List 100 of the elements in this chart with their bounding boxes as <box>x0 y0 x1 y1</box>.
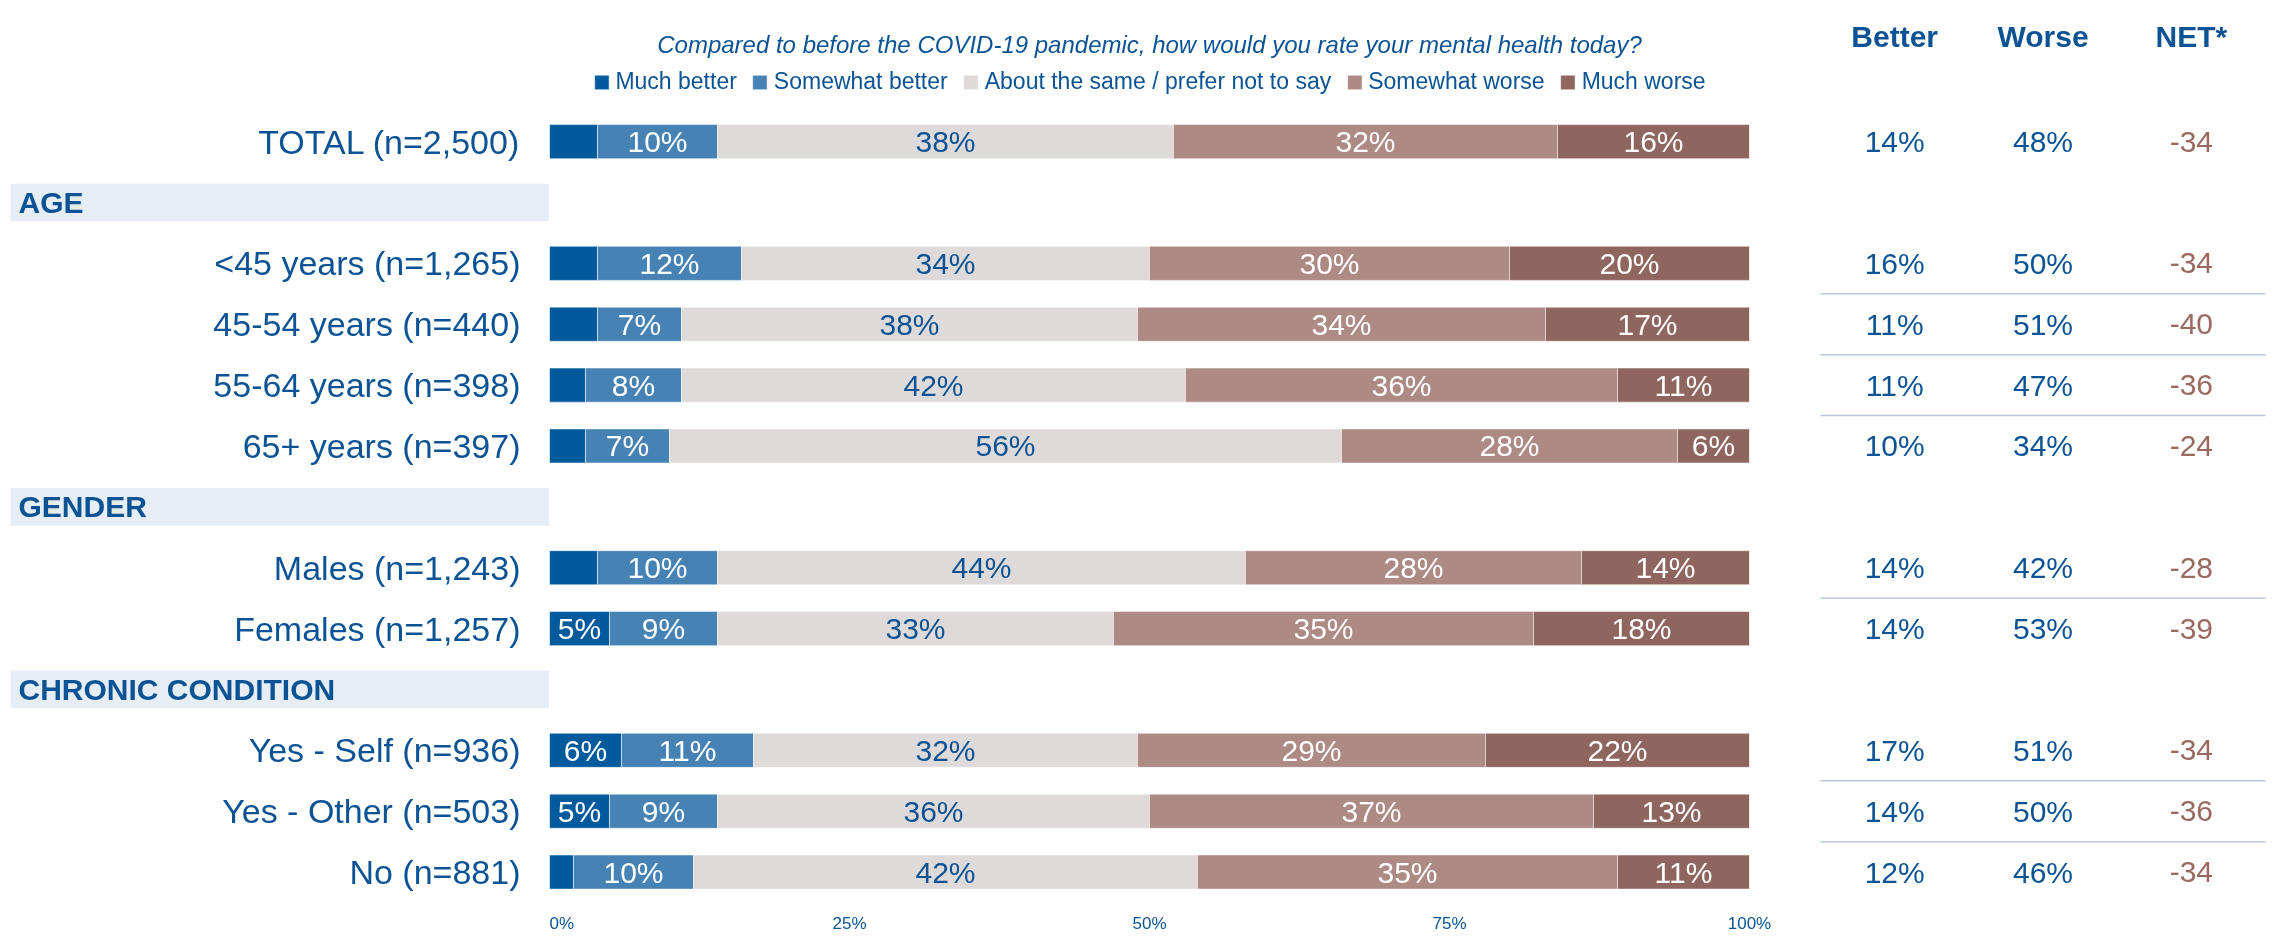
data-label: 36% <box>1371 368 1432 402</box>
y-tick-label: Males (n=1,243) <box>273 548 521 587</box>
data-label: 5% <box>557 612 602 646</box>
data-label: 9% <box>641 794 686 828</box>
data-label: 28% <box>1383 551 1444 585</box>
x-tick-label: Better <box>1851 19 1939 53</box>
legend-label: About the same / prefer not to say <box>984 68 1332 95</box>
data-label: 20% <box>1599 246 1660 280</box>
legend-label: Somewhat better <box>773 68 948 95</box>
text: GENDER <box>18 490 148 524</box>
y-tick-label: Yes - Other (n=503) <box>222 792 521 831</box>
data-label: 5% <box>557 794 602 828</box>
legend-label: Somewhat worse <box>1368 68 1545 95</box>
y-tick-label: Females (n=1,257) <box>234 609 521 648</box>
text: CHRONIC CONDITION <box>18 672 336 706</box>
data-label: 48% <box>2012 125 2074 159</box>
chart-title: Compared to before the COVID-19 pandemic, how would you rate your mental health today? <box>657 30 1643 58</box>
data-label: 50% <box>2012 246 2074 280</box>
data-label: -28 <box>2169 550 2214 584</box>
data-label: 12% <box>639 246 700 280</box>
data-label: 35% <box>1377 855 1438 889</box>
data-label: 51% <box>2012 307 2074 341</box>
data-label: -34 <box>2169 246 2214 280</box>
data-label: 51% <box>2012 733 2074 767</box>
x-tick-label: 50% <box>1132 913 1167 933</box>
data-label: 11% <box>1865 368 1924 402</box>
data-label: -24 <box>2169 428 2214 462</box>
data-label: 22% <box>1587 733 1648 767</box>
data-label: 11% <box>1865 307 1924 341</box>
data-label: 11% <box>658 733 717 767</box>
data-label: 42% <box>915 855 976 889</box>
data-label: 53% <box>2012 612 2074 646</box>
data-label: -34 <box>2169 124 2214 158</box>
data-label: 32% <box>1335 125 1396 159</box>
data-label: 16% <box>1623 125 1684 159</box>
data-label: 42% <box>2012 551 2074 585</box>
data-label: 38% <box>879 307 940 341</box>
y-tick-label: <45 years (n=1,265) <box>214 244 521 283</box>
data-label: 17% <box>1864 733 1925 767</box>
x-tick-label: NET* <box>2155 19 2228 53</box>
data-label: 33% <box>885 612 946 646</box>
x-tick-label: 100% <box>1727 913 1772 933</box>
data-label: -40 <box>2169 307 2214 341</box>
data-label: 35% <box>1293 612 1354 646</box>
data-label: 8% <box>611 368 656 402</box>
data-label: 10% <box>1864 429 1925 463</box>
data-label: -34 <box>2169 733 2214 767</box>
data-label: 18% <box>1611 612 1672 646</box>
data-label: 10% <box>627 551 688 585</box>
y-tick-label: No (n=881) <box>349 853 521 892</box>
data-label: 34% <box>2012 429 2074 463</box>
data-label: 34% <box>915 246 976 280</box>
data-label: 17% <box>1617 307 1678 341</box>
data-label: 14% <box>1635 551 1696 585</box>
data-label: 7% <box>605 429 650 463</box>
data-label: 37% <box>1341 794 1402 828</box>
data-label: 16% <box>1864 246 1925 280</box>
y-tick-label: Yes - Self (n=936) <box>248 731 521 770</box>
data-label: 14% <box>1864 612 1925 646</box>
data-label: 47% <box>2012 368 2074 402</box>
data-label: 10% <box>603 855 664 889</box>
data-label: 28% <box>1479 429 1540 463</box>
y-tick-label: 45-54 years (n=440) <box>213 305 521 344</box>
data-label: -34 <box>2169 855 2214 889</box>
data-label: 34% <box>1311 307 1372 341</box>
y-tick-label: TOTAL (n=2,500) <box>258 122 520 161</box>
data-label: 30% <box>1299 246 1360 280</box>
data-label: -39 <box>2169 611 2214 645</box>
x-tick-label: Worse <box>1997 19 2089 53</box>
y-tick-label: 65+ years (n=397) <box>242 426 521 465</box>
data-label: 14% <box>1864 794 1925 828</box>
data-label: -36 <box>2169 368 2214 402</box>
data-label: 46% <box>2012 855 2074 889</box>
data-label: 10% <box>627 125 688 159</box>
legend-label: Much better <box>615 68 737 95</box>
data-label: 11% <box>1654 855 1713 889</box>
data-label: 50% <box>2012 794 2074 828</box>
data-label: 32% <box>915 733 976 767</box>
data-label: 56% <box>975 429 1036 463</box>
data-label: 38% <box>915 125 976 159</box>
data-label: 6% <box>563 733 608 767</box>
data-label: 14% <box>1864 551 1925 585</box>
data-label: 9% <box>641 612 686 646</box>
data-label: 42% <box>903 368 964 402</box>
data-label: 12% <box>1864 855 1925 889</box>
legend-label: Much worse <box>1581 68 1706 95</box>
x-tick-label: 25% <box>832 913 867 933</box>
data-label: -36 <box>2169 794 2214 828</box>
y-tick-label: 55-64 years (n=398) <box>213 366 521 405</box>
data-label: 29% <box>1281 733 1342 767</box>
data-label: 44% <box>951 551 1012 585</box>
text: AGE <box>18 186 84 219</box>
data-label: 11% <box>1654 368 1713 402</box>
x-tick-label: 75% <box>1432 913 1467 933</box>
data-label: 6% <box>1691 429 1736 463</box>
data-label: 7% <box>617 307 662 341</box>
data-label: 36% <box>903 794 964 828</box>
data-label: 14% <box>1864 125 1925 159</box>
x-tick-label: 0% <box>549 913 575 933</box>
data-label: 13% <box>1641 794 1702 828</box>
